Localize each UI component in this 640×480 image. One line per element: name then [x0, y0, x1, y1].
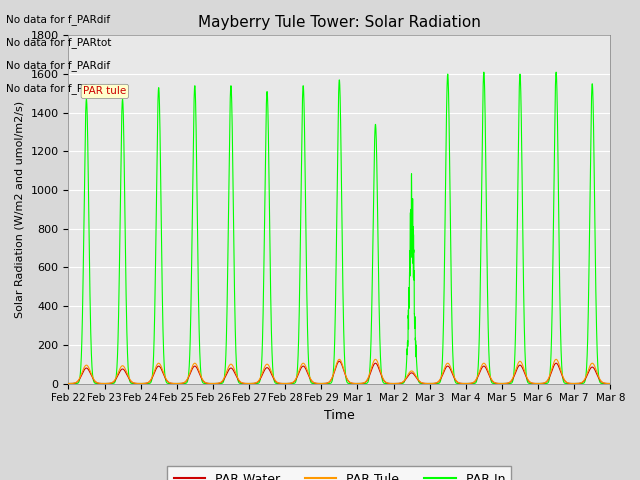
- Y-axis label: Solar Radiation (W/m2 and umol/m2/s): Solar Radiation (W/m2 and umol/m2/s): [15, 101, 25, 318]
- Text: No data for f_PARdif: No data for f_PARdif: [6, 14, 111, 25]
- X-axis label: Time: Time: [324, 409, 355, 422]
- Text: PAR tule: PAR tule: [83, 86, 127, 96]
- Title: Mayberry Tule Tower: Solar Radiation: Mayberry Tule Tower: Solar Radiation: [198, 15, 481, 30]
- Text: No data for f_PARdif: No data for f_PARdif: [6, 60, 111, 72]
- Legend: PAR Water, PAR Tule, PAR In: PAR Water, PAR Tule, PAR In: [168, 467, 511, 480]
- Text: No data for f_PARtot: No data for f_PARtot: [6, 37, 112, 48]
- Text: No data for f_PARtot: No data for f_PARtot: [6, 84, 112, 95]
